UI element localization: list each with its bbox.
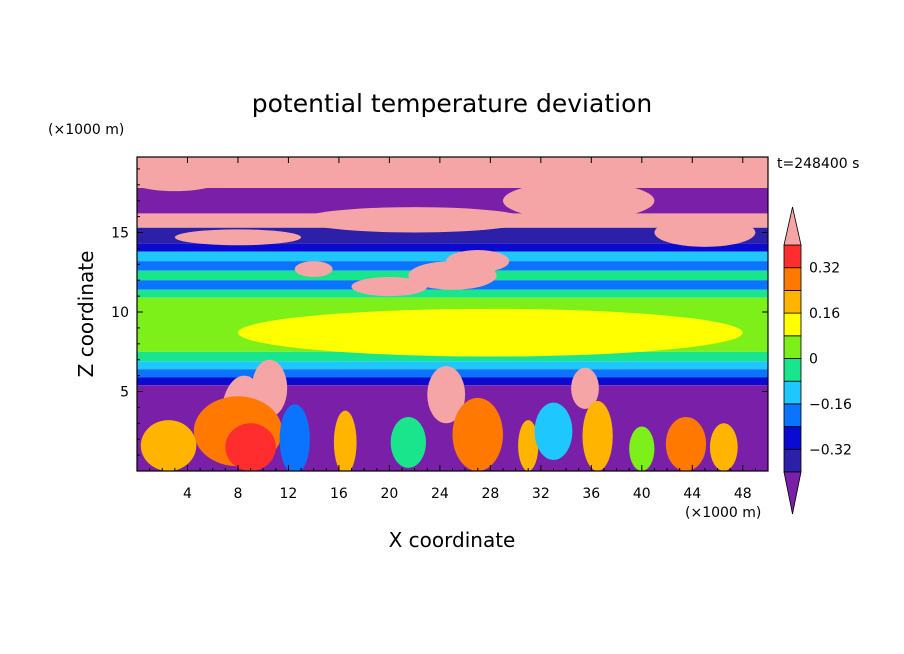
feature-2 — [502, 181, 655, 220]
feature-16 — [333, 410, 357, 471]
band-9 — [137, 289, 768, 298]
y-axis: 5 10 15 — [111, 168, 768, 456]
feature-19 — [582, 401, 613, 471]
colorbar-swatch — [783, 244, 802, 269]
feature-20 — [665, 416, 707, 471]
colorbar-swatch — [783, 335, 802, 359]
x-tick-label: 24 — [431, 486, 449, 502]
feature-4 — [174, 229, 302, 246]
feature-17 — [452, 397, 503, 471]
feature-6 — [351, 277, 428, 297]
feature-24 — [534, 402, 573, 460]
colorbar-label: 0.16 — [809, 306, 840, 322]
feature-14 — [225, 423, 276, 471]
colorbar-swatch — [783, 380, 802, 405]
y-tick-label: 15 — [111, 226, 129, 242]
band-11 — [137, 351, 768, 362]
colorbar-swatch — [783, 358, 802, 382]
x-tick-label: 44 — [683, 486, 701, 502]
x-axis: 4 8 12 16 20 24 28 32 36 40 44 48 — [149, 157, 756, 502]
y-unit-label: (×1000 m) — [48, 122, 124, 138]
colorbar-label: 0 — [809, 352, 818, 368]
colorbar-swatch — [783, 312, 802, 337]
colorbar-extend-top — [783, 206, 802, 246]
x-unit-label: (×1000 m) — [685, 505, 761, 521]
contour-field — [137, 157, 768, 471]
feature-25 — [279, 404, 310, 471]
y-tick-label: 10 — [111, 305, 129, 321]
feature-18 — [518, 420, 539, 471]
y-tick-label: 5 — [120, 385, 129, 401]
x-tick-label: 36 — [582, 486, 600, 502]
colorbar-label: −0.16 — [809, 397, 852, 413]
colorbar-swatch — [783, 403, 802, 427]
colorbar-label: 0.32 — [809, 261, 840, 277]
chart-title: potential temperature deviation — [252, 89, 652, 118]
colorbar-swatch — [783, 426, 802, 450]
feature-3 — [654, 218, 756, 247]
y-axis-label: Z coordinate — [74, 251, 98, 378]
feature-22 — [629, 426, 655, 471]
colorbar-label: −0.32 — [809, 442, 852, 458]
x-tick-label: 32 — [532, 486, 550, 502]
feature-26 — [237, 308, 743, 357]
feature-23 — [390, 416, 426, 468]
band-0 — [137, 157, 768, 189]
time-label: t=248400 s — [777, 156, 859, 172]
colorbar-extend-bottom — [783, 471, 802, 515]
feature-0 — [137, 162, 226, 192]
band-4 — [137, 243, 768, 252]
x-tick-label: 4 — [183, 486, 192, 502]
band-12 — [137, 361, 768, 370]
colorbar: 0.32 0.16 0 −0.16 −0.32 — [783, 206, 852, 515]
feature-5 — [294, 261, 333, 278]
x-tick-label: 48 — [734, 486, 752, 502]
x-tick-label: 28 — [481, 486, 499, 502]
colorbar-swatch — [783, 267, 802, 291]
x-tick-label: 8 — [233, 486, 242, 502]
feature-11 — [427, 366, 466, 424]
colorbar-swatch — [783, 448, 802, 473]
x-tick-label: 12 — [280, 486, 298, 502]
colorbar-swatch — [783, 289, 802, 314]
feature-15 — [140, 420, 197, 471]
x-tick-label: 16 — [330, 486, 348, 502]
x-tick-label: 40 — [633, 486, 651, 502]
feature-1 — [301, 207, 529, 233]
x-axis-label: X coordinate — [389, 528, 516, 552]
x-tick-label: 20 — [380, 486, 398, 502]
feature-8 — [446, 250, 510, 273]
feature-12 — [571, 367, 599, 409]
feature-21 — [709, 423, 738, 471]
